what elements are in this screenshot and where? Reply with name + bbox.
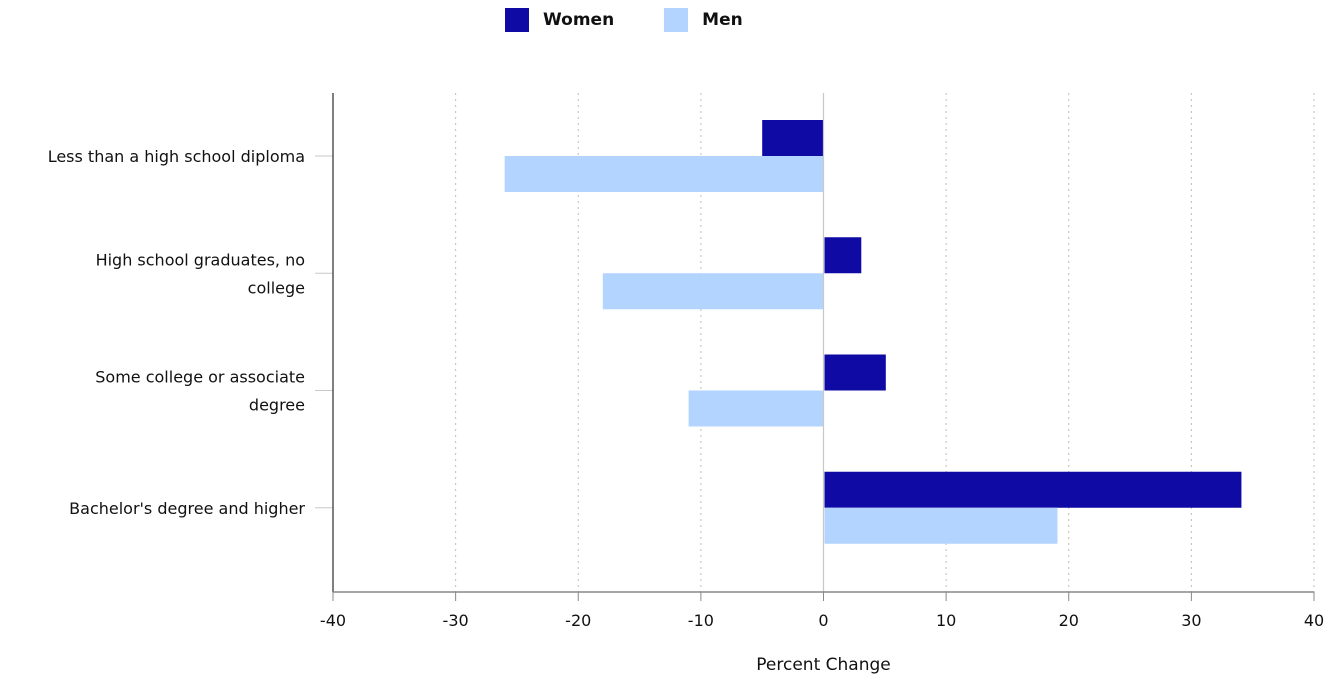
legend-swatch-men xyxy=(664,8,689,32)
category-label-1-line-0: High school graduates, no xyxy=(96,250,305,269)
category-label-1-line-1: college xyxy=(248,278,305,297)
x-tick-label-6: 20 xyxy=(1059,611,1079,630)
legend-label-men: Men xyxy=(702,10,743,30)
category-label-2-line-1: degree xyxy=(249,396,305,415)
bar-men-1 xyxy=(602,273,824,310)
bar-men-0 xyxy=(504,156,824,192)
x-tick-label-7: 30 xyxy=(1181,611,1201,630)
axes xyxy=(315,93,1315,601)
category-label-2-line-0: Some college or associate xyxy=(95,368,305,387)
x-tick-label-0: -40 xyxy=(320,611,346,630)
x-tick-label-1: -30 xyxy=(443,611,469,630)
bar-women-3 xyxy=(824,471,1242,508)
legend: Women Men xyxy=(505,8,793,32)
bars xyxy=(504,120,1242,544)
x-tick-label-4: 0 xyxy=(818,611,828,630)
bar-women-0 xyxy=(762,120,824,156)
category-label-0-line-0: Less than a high school diploma xyxy=(48,147,305,166)
bar-women-2 xyxy=(824,354,886,391)
bar-women-1 xyxy=(824,237,862,274)
legend-item-men: Men xyxy=(664,8,743,32)
bar-men-3 xyxy=(824,507,1058,544)
legend-item-women: Women xyxy=(505,8,614,32)
x-tick-labels: -40 -30 -20 -10 0 10 20 30 40 xyxy=(320,611,1324,630)
legend-swatch-women xyxy=(505,8,529,32)
x-tick-label-5: 10 xyxy=(936,611,956,630)
x-tick-label-2: -20 xyxy=(565,611,591,630)
category-labels: Less than a high school diploma High scho… xyxy=(48,147,306,518)
x-tick-label-8: 40 xyxy=(1304,611,1324,630)
legend-label-women: Women xyxy=(543,10,615,30)
bar-men-2 xyxy=(688,390,824,427)
x-tick-label-3: -10 xyxy=(688,611,714,630)
x-axis-title: Percent Change xyxy=(756,655,890,675)
category-label-3-line-0: Bachelor's degree and higher xyxy=(69,499,305,518)
